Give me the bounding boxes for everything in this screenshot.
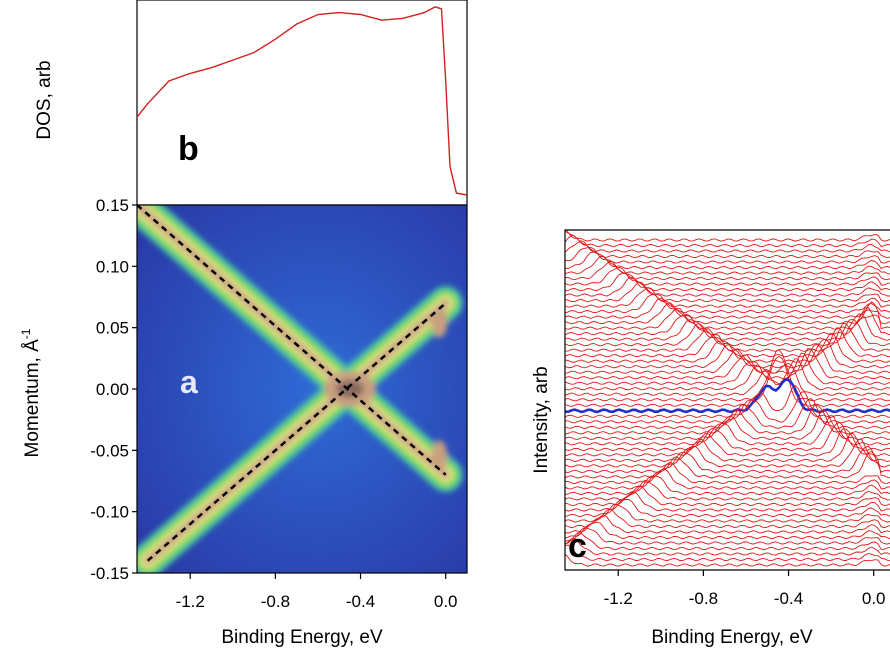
edc-curve (565, 491, 890, 512)
band-branch-2-layer-4 (143, 299, 450, 565)
edc-curve (565, 272, 890, 292)
y-tick-label: 0.15 (96, 196, 129, 215)
edc-curve (565, 266, 890, 286)
x-tick-label: -0.4 (346, 592, 375, 611)
y-tick-label: -0.05 (90, 441, 129, 460)
edc-curve (565, 355, 890, 407)
y-tick-label: 0.00 (96, 380, 129, 399)
edc-curve (565, 246, 890, 264)
edc-stack (565, 230, 890, 567)
edc-curve (565, 255, 890, 275)
x-tick-label: -0.8 (689, 589, 718, 608)
panel-b: b DOS, arb (34, 0, 468, 206)
panel-b-ylabel: DOS, arb (34, 60, 55, 139)
edc-curve (565, 302, 890, 325)
edc-curve (565, 461, 890, 485)
fermi-tip-1 (431, 305, 448, 338)
edc-curve (565, 508, 890, 529)
x-tick-label: -0.4 (774, 589, 803, 608)
x-tick-label: 0.0 (862, 589, 886, 608)
edc-curve (565, 318, 890, 347)
panel-a-y-ticks: 0.15 0.10 0.05 0.00 -0.05 -0.10 -0.15 (90, 196, 137, 583)
heatmap (137, 205, 467, 573)
edc-curve (565, 347, 890, 380)
edc-curve (565, 240, 890, 259)
edc-curve (565, 362, 890, 396)
edc-curve (565, 532, 890, 551)
edc-curve (565, 234, 890, 253)
edc-curve (565, 306, 890, 336)
panel-c-ylabel: Intensity, arb (531, 366, 552, 473)
panel-c-xlabel: Binding Energy, eV (651, 627, 813, 648)
panel-a: 0.15 0.10 0.05 0.00 -0.05 -0.10 -0.15 -1.2 -0.8… (19, 196, 468, 648)
edc-curve (565, 230, 890, 242)
x-tick-label: -0.8 (261, 592, 290, 611)
edc-curve (565, 445, 890, 474)
panel-c-label: c (568, 527, 587, 565)
x-tick-label: -1.2 (176, 592, 205, 611)
edc-curve (565, 404, 890, 435)
edc-curve (565, 327, 890, 358)
edc-curve (565, 391, 890, 424)
edc-curve (565, 287, 890, 308)
edc-curve (565, 527, 890, 545)
edc-curve (565, 338, 890, 369)
y-tick-label: 0.05 (96, 319, 129, 338)
panel-a-ylabel: Momentum, Å-1 (19, 328, 43, 457)
panel-a-x-ticks: -1.2 -0.8 -0.4 0.0 (176, 573, 458, 611)
edc-curve-highlighted (565, 378, 890, 414)
fermi-tip-2 (431, 440, 448, 473)
edc-curve (565, 352, 890, 385)
edc-curve (565, 432, 890, 462)
edc-curve (565, 421, 890, 451)
edc-curve (565, 276, 890, 297)
edc-curve (565, 450, 890, 479)
edc-curve (565, 475, 890, 496)
panel-c: -1.2 -0.8 -0.4 0.0 c Binding Energy, eV Int… (531, 229, 890, 648)
panel-b-frame (136, 0, 468, 206)
edc-curve (565, 485, 890, 507)
panel-a-ylabel-sup: -1 (19, 328, 33, 339)
edc-curve (565, 514, 890, 534)
edc-curve (565, 438, 890, 468)
x-tick-label: -1.2 (604, 589, 633, 608)
edc-curve (565, 468, 890, 490)
edc-curve (565, 293, 890, 314)
edc-curve (565, 553, 890, 567)
edc-curve (565, 503, 890, 523)
edc-curve (565, 297, 890, 319)
panel-a-label: a (180, 364, 198, 400)
dirac-cone-guide-1 (137, 205, 447, 476)
edc-curve (565, 344, 890, 374)
edc-curve (565, 428, 890, 457)
edc-curve (565, 332, 890, 363)
panel-b-label: b (178, 130, 199, 168)
edc-curve (565, 260, 890, 281)
edc-curve (565, 358, 890, 391)
edc-curve (565, 479, 890, 501)
edc-curve (565, 313, 890, 341)
edc-curve (565, 499, 890, 518)
edc-curve (565, 251, 890, 270)
edc-curve (565, 348, 890, 402)
panel-c-frame (564, 229, 890, 571)
panel-c-x-ticks: -1.2 -0.8 -0.4 0.0 (604, 570, 886, 608)
panel-a-xlabel: Binding Energy, eV (221, 627, 383, 648)
panel-a-ylabel-text: Momentum, Å (22, 339, 43, 458)
edc-curve (565, 415, 890, 446)
y-tick-label: -0.10 (90, 503, 129, 522)
edc-curve (565, 521, 890, 540)
edc-curve (565, 230, 890, 248)
y-tick-label: -0.15 (90, 564, 129, 583)
dos-curve (136, 6, 468, 196)
edc-curve (565, 544, 890, 562)
edc-curve (565, 281, 890, 303)
y-tick-label: 0.10 (96, 257, 129, 276)
edc-curve (565, 538, 890, 556)
x-tick-label: 0.0 (434, 592, 458, 611)
